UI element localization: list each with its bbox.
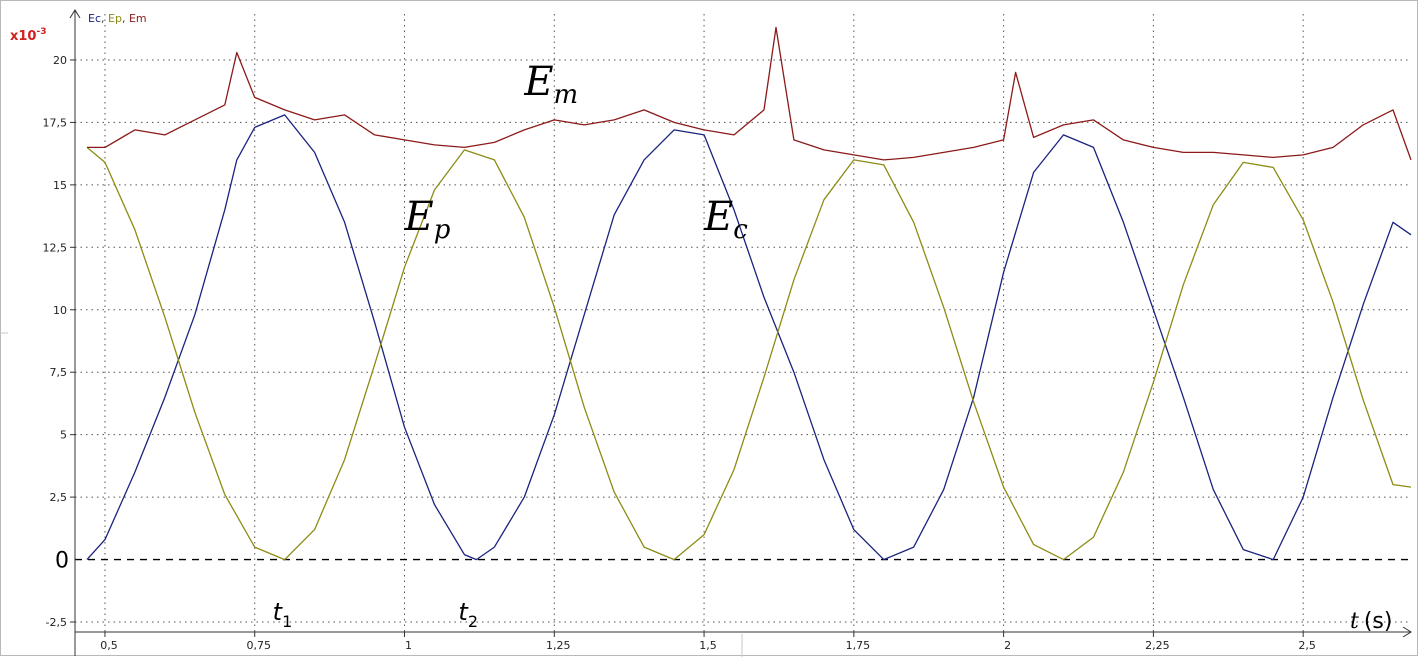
curve-label-ep: Ep xyxy=(404,194,451,245)
axes: 0,5 0,75 1 1,25 1,5 1,75 2 2,25 2,5 -2,5 2,5 5 7,5 10… xyxy=(43,9,1412,656)
time-marker-1: t1 xyxy=(273,598,293,631)
x-tick-label: 2,25 xyxy=(1145,639,1170,652)
y-axis-arrow xyxy=(69,9,81,19)
y-multiplier-exp: -3 xyxy=(36,27,46,37)
x-axis-label-base: t xyxy=(1350,609,1359,634)
legend-em: Em xyxy=(129,12,147,25)
x-tick-label: 1 xyxy=(405,639,412,652)
x-tick-label: 2 xyxy=(1004,639,1011,652)
x-tick-label: 1,75 xyxy=(846,639,871,652)
x-axis-label-unit: (s) xyxy=(1364,609,1393,634)
y-tick-label: 10 xyxy=(53,304,67,317)
series-em-line xyxy=(87,26,1412,161)
grid xyxy=(75,14,1411,632)
y-multiplier: x10-3 xyxy=(10,27,46,44)
y-tick-label: 2,5 xyxy=(50,491,68,504)
legend-ec: Ec xyxy=(88,12,101,25)
legend-sep-2: , xyxy=(122,12,129,25)
time-marker-2: t2 xyxy=(458,598,478,631)
y-tick-label: 7,5 xyxy=(50,366,68,379)
y-tick-label: 12,5 xyxy=(43,241,68,254)
legend-ep: Ep xyxy=(108,12,122,25)
y-tick-label: -2,5 xyxy=(46,616,67,629)
y-tick-label: 17,5 xyxy=(43,116,68,129)
zero-label: 0 xyxy=(55,549,69,574)
legend-sep-1: , xyxy=(101,12,108,25)
y-tick-label: 15 xyxy=(53,179,67,192)
x-tick-label: 1,5 xyxy=(699,639,717,652)
legend: Ec, Ep, Em xyxy=(88,12,147,25)
series-layer xyxy=(86,26,1412,561)
x-axis-arrow xyxy=(1402,626,1412,638)
x-tick-label: 1,25 xyxy=(546,639,571,652)
x-tick-label: 0,5 xyxy=(100,639,118,652)
curve-label-ec: Ec xyxy=(703,194,748,245)
x-axis-label: t (s) xyxy=(1350,609,1392,634)
series-ec-line xyxy=(86,114,1412,561)
y-tick-label: 5 xyxy=(60,429,67,442)
x-tick-label: 0,75 xyxy=(246,639,271,652)
labels-layer: Ec Ep Em t1 t2 xyxy=(273,59,749,631)
y-tick-label: 20 xyxy=(53,54,67,67)
series-ep-line xyxy=(86,146,1412,561)
curve-label-em: Em xyxy=(523,59,578,110)
x-tick-label: 2,5 xyxy=(1298,639,1316,652)
y-multiplier-base: x10 xyxy=(10,29,36,44)
